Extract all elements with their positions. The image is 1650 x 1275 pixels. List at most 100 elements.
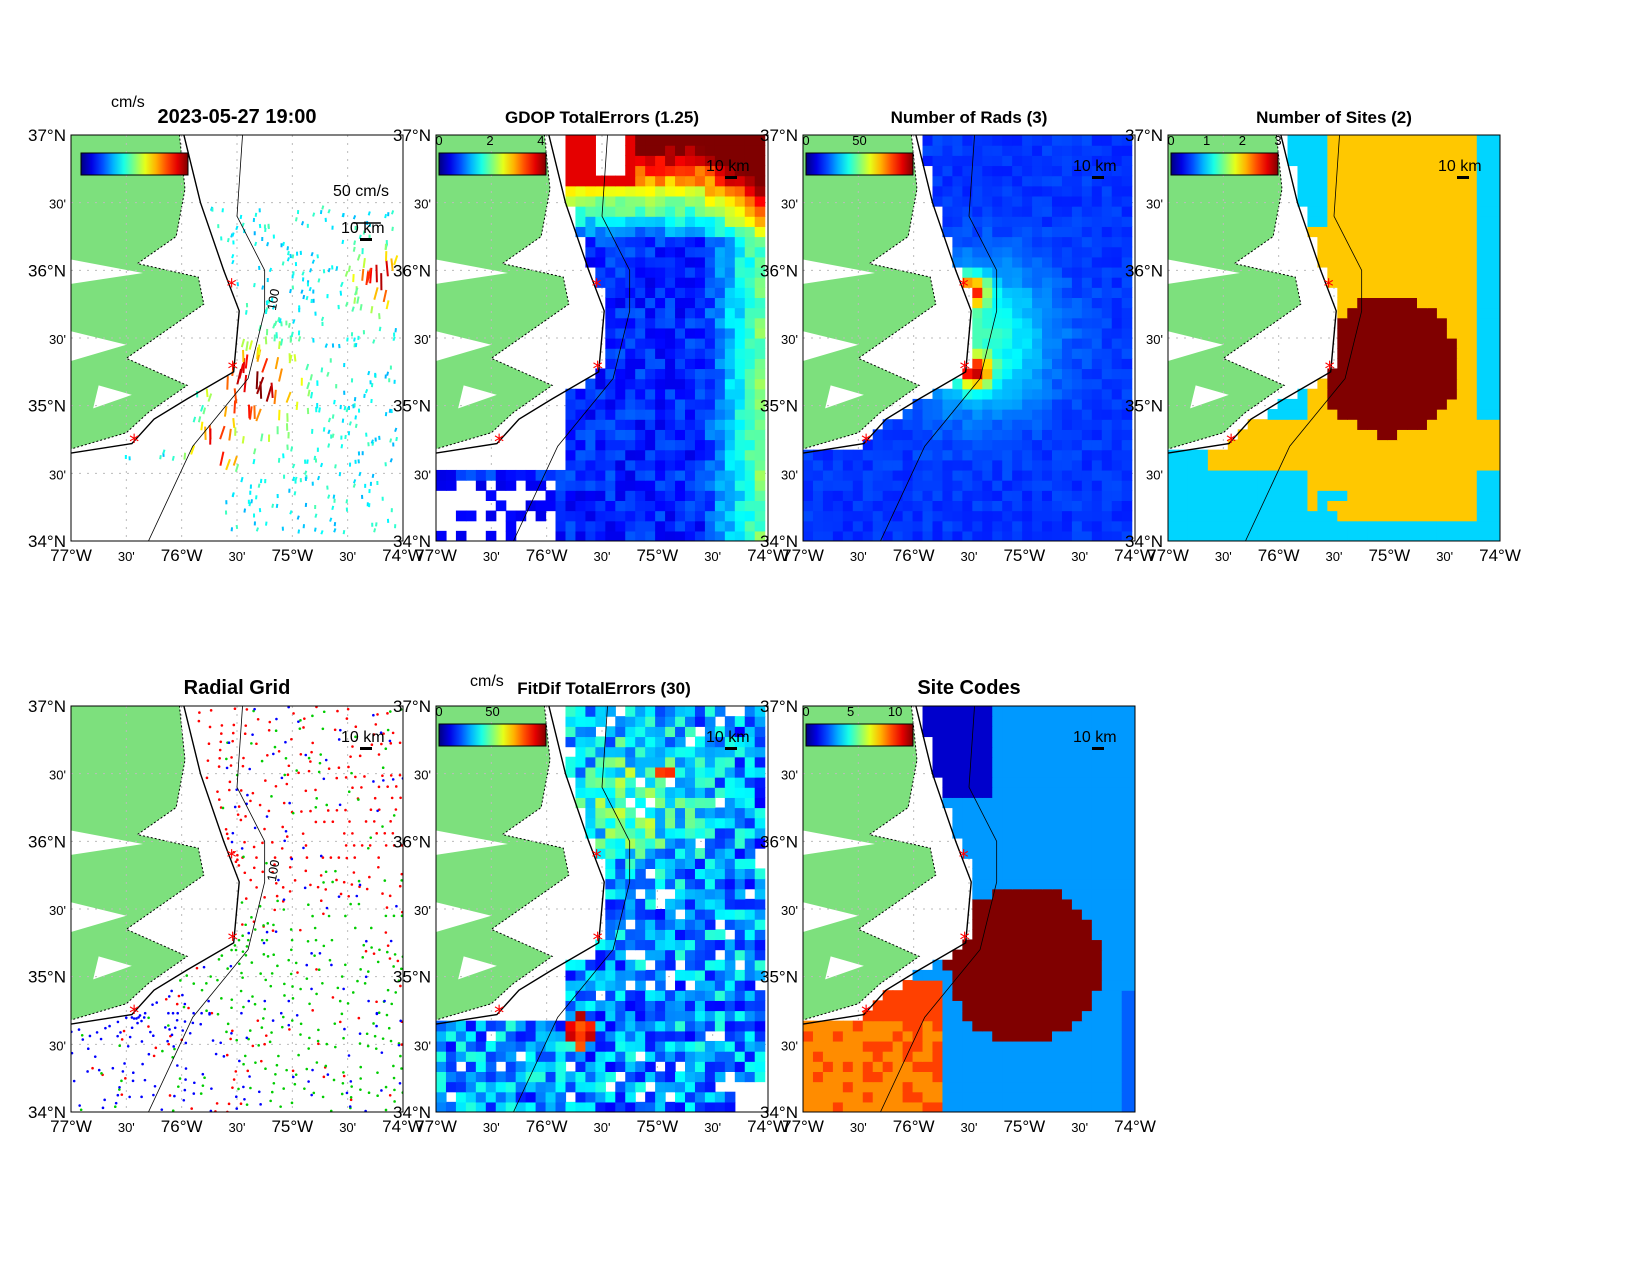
grid-cell: [1101, 480, 1113, 491]
grid-cell: [625, 175, 636, 187]
radial-grid-point: [308, 1002, 311, 1006]
grid-cell: [645, 1091, 656, 1103]
site-marker-icon: *: [592, 846, 602, 870]
grid-cell: [972, 327, 983, 339]
grid-cell: [1466, 490, 1478, 501]
radial-grid-point: [217, 798, 221, 801]
grid-cell: [1377, 439, 1388, 451]
grid-cell: [1012, 469, 1023, 481]
grid-cell: [882, 480, 894, 491]
current-vector: [392, 336, 396, 342]
grid-cell: [744, 185, 756, 197]
grid-cell: [1417, 297, 1428, 309]
grid-cell: [1397, 348, 1408, 359]
grid-cell: [694, 817, 706, 829]
grid-cell: [635, 817, 646, 829]
grid-cell: [734, 216, 746, 227]
radial-grid-point: [282, 898, 286, 901]
grid-cell: [635, 980, 646, 991]
radial-grid-point: [323, 820, 326, 824]
grid-cell: [1307, 510, 1318, 522]
y-tick-label: 36°N: [760, 261, 798, 280]
grid-cell: [575, 1061, 586, 1072]
grid-cell: [1476, 358, 1488, 370]
grid-cell: [952, 226, 963, 238]
grid-cell: [505, 1020, 517, 1032]
grid-cell: [665, 287, 676, 298]
grid-cell: [754, 500, 766, 512]
current-vector: [300, 221, 305, 226]
radial-grid-point: [342, 832, 346, 835]
grid-cell: [1257, 419, 1269, 430]
grid-cell: [1466, 500, 1478, 512]
grid-cell: [1377, 398, 1388, 410]
grid-cell: [665, 909, 676, 920]
grid-cell: [575, 766, 586, 778]
grid-cell: [1081, 459, 1093, 471]
grid-cell: [962, 206, 973, 217]
grid-cell: [754, 175, 766, 187]
grid-cell: [754, 736, 766, 748]
grid-cell: [694, 939, 706, 951]
current-vector: [293, 354, 297, 362]
grid-cell: [1377, 459, 1388, 471]
grid-cell: [1012, 175, 1023, 187]
grid-cell: [1476, 388, 1488, 400]
grid-cell: [1012, 480, 1023, 491]
grid-cell: [1317, 490, 1328, 501]
radial-grid-point: [185, 974, 189, 977]
grid-cell: [972, 165, 983, 177]
grid-cell: [892, 459, 904, 471]
grid-cell: [912, 419, 924, 430]
grid-cell: [675, 368, 686, 380]
grid-cell: [714, 368, 726, 380]
land-polygon: [71, 135, 205, 450]
current-vector: [255, 408, 262, 422]
grid-cell: [655, 777, 666, 788]
grid-cell: [575, 429, 586, 441]
grid-cell: [982, 155, 993, 167]
grid-cell: [1387, 216, 1398, 227]
grid-cell: [595, 736, 606, 748]
grid-cell: [675, 287, 686, 298]
grid-cell: [942, 409, 953, 420]
grid-cell: [1111, 510, 1123, 522]
grid-cell: [1456, 307, 1468, 319]
grid-cell: [675, 929, 686, 941]
grid-cell: [1061, 490, 1073, 501]
grid-cell: [812, 500, 824, 512]
grid-cell: [1377, 388, 1388, 400]
current-vector: [308, 286, 312, 292]
grid-cell: [1377, 469, 1388, 481]
colorbar-tick: 2: [486, 133, 493, 148]
grid-cell: [1032, 206, 1043, 217]
grid-cell: [1207, 500, 1219, 512]
grid-cell: [1022, 388, 1033, 400]
grid-cell: [1177, 510, 1189, 522]
grid-cell: [704, 459, 716, 471]
grid-cell: [1111, 1101, 1123, 1112]
grid-cell: [694, 888, 706, 900]
grid-cell: [1436, 175, 1448, 187]
grid-cell: [635, 317, 646, 329]
grid-cell: [1496, 226, 1500, 238]
radial-grid-point: [388, 1094, 392, 1097]
grid-cell: [665, 135, 676, 146]
y-tick-label: 30': [781, 197, 798, 212]
grid-cell: [605, 398, 616, 410]
grid-cell: [575, 459, 586, 471]
radial-grid-point: [398, 741, 402, 745]
grid-cell: [615, 378, 626, 390]
grid-cell: [1002, 175, 1013, 187]
grid-cell: [1317, 236, 1328, 248]
radial-grid-point: [97, 1068, 101, 1072]
grid-cell: [922, 500, 934, 512]
grid-cell: [625, 706, 636, 717]
grid-cell: [1337, 226, 1348, 238]
grid-cell: [655, 409, 666, 420]
grid-cell: [1397, 155, 1408, 167]
grid-cell: [1357, 145, 1368, 156]
radial-grid-point: [305, 856, 309, 859]
grid-cell: [724, 787, 736, 798]
grid-cell: [1436, 145, 1448, 156]
